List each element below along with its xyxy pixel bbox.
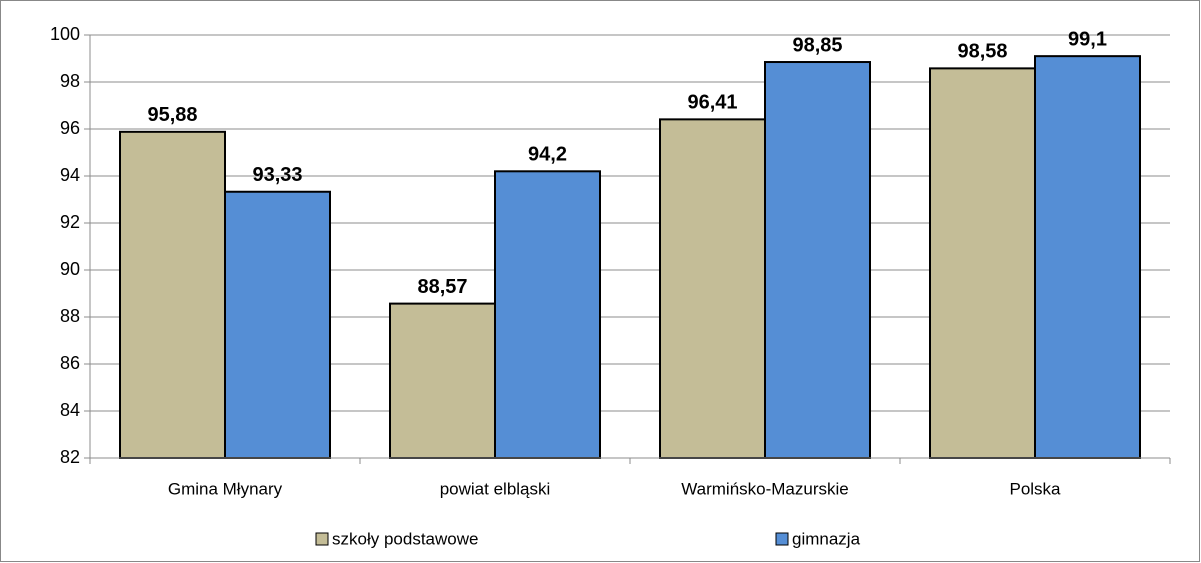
y-tick-label: 82 [60,447,80,467]
y-tick-label: 90 [60,259,80,279]
y-tick-label: 86 [60,353,80,373]
y-tick-label: 88 [60,306,80,326]
y-tick-label: 92 [60,212,80,232]
y-tick-label: 84 [60,400,80,420]
bar [224,190,331,459]
y-tick-label: 100 [50,24,80,44]
bar [929,67,1036,460]
legend-swatch [315,532,329,546]
x-tick-label: Warmińsko-Mazurskie [681,479,849,498]
value-label: 93,33 [252,164,302,186]
bar [494,170,601,460]
y-tick-label: 96 [60,118,80,138]
value-label: 88,57 [417,276,467,298]
value-label: 98,58 [957,41,1007,63]
legend-label: szkoły podstawowe [332,529,478,548]
y-tick-label: 98 [60,71,80,91]
bar [1034,55,1141,460]
value-label: 99,1 [1068,28,1107,50]
value-label: 95,88 [147,104,197,126]
legend-label: gimnazja [792,529,861,548]
bar [389,302,496,460]
value-label: 96,41 [687,92,737,114]
bar [659,118,766,460]
x-tick-label: Gmina Młynary [168,479,283,498]
bar [119,130,226,459]
value-label: 98,85 [792,34,842,56]
x-tick-label: Polska [1009,479,1061,498]
bar [764,61,871,460]
legend-swatch [775,532,789,546]
value-label: 94,2 [528,144,567,166]
x-tick-label: powiat elbląski [440,479,551,498]
y-tick-label: 94 [60,165,80,185]
